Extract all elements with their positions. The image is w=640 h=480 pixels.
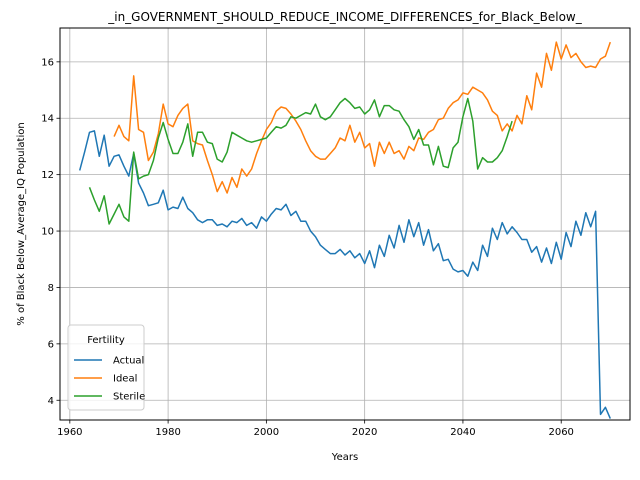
legend-label-actual: Actual bbox=[113, 356, 144, 367]
x-tick-label: 1960 bbox=[57, 427, 82, 438]
plot-frame bbox=[59, 27, 631, 421]
x-axis-label: Years bbox=[331, 452, 358, 463]
chart-title: _in_GOVERNMENT_SHOULD_REDUCE_INCOME_DIFF… bbox=[107, 10, 583, 24]
x-tick-label: 2060 bbox=[548, 427, 573, 438]
y-tick-label: 10 bbox=[41, 227, 54, 238]
y-tick-label: 6 bbox=[48, 339, 54, 350]
x-tick-label: 1980 bbox=[155, 427, 180, 438]
y-tick-label: 14 bbox=[41, 114, 54, 125]
legend-title: Fertility bbox=[87, 335, 125, 346]
y-axis-label: % of Black Below_Average_IQ Population bbox=[16, 122, 27, 325]
y-axis-ticks: 4 6 8 10 12 14 16 bbox=[41, 57, 60, 407]
y-tick-label: 4 bbox=[48, 396, 54, 407]
x-tick-label: 2020 bbox=[352, 427, 377, 438]
legend: Fertility Actual Ideal Sterile bbox=[67, 324, 145, 411]
x-tick-label: 2040 bbox=[450, 427, 475, 438]
grid-lines bbox=[60, 28, 630, 420]
legend-label-ideal: Ideal bbox=[113, 374, 137, 385]
series-line-sterile bbox=[88, 97, 513, 225]
legend-box bbox=[67, 324, 145, 411]
y-tick-label: 8 bbox=[48, 283, 54, 294]
legend-entries: Actual Ideal Sterile bbox=[74, 356, 145, 403]
series-line-ideal bbox=[113, 41, 612, 194]
y-tick-label: 12 bbox=[41, 170, 54, 181]
series-layer bbox=[78, 41, 612, 419]
y-tick-label: 16 bbox=[41, 57, 54, 68]
x-tick-label: 2000 bbox=[254, 427, 279, 438]
x-axis-ticks: 1960 1980 2000 2020 2040 2060 bbox=[57, 420, 574, 438]
series-line-actual bbox=[78, 130, 611, 419]
legend-label-sterile: Sterile bbox=[113, 392, 145, 403]
